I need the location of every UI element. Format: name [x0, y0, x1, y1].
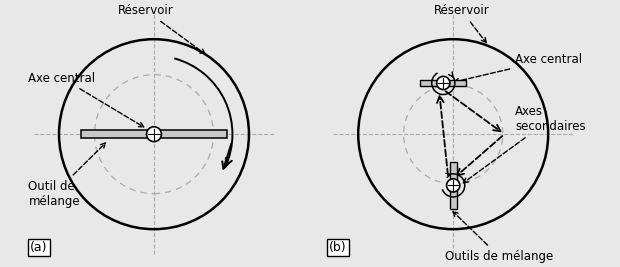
Text: (b): (b): [329, 241, 347, 254]
Circle shape: [446, 179, 460, 192]
Text: Réservoir: Réservoir: [118, 4, 205, 54]
FancyBboxPatch shape: [420, 80, 466, 86]
Circle shape: [146, 127, 161, 142]
FancyBboxPatch shape: [81, 130, 227, 138]
FancyBboxPatch shape: [450, 162, 456, 209]
Text: Outils de mélange: Outils de mélange: [445, 211, 553, 263]
Text: Axe central: Axe central: [454, 53, 582, 83]
Text: (a): (a): [30, 241, 48, 254]
Text: Axes
secondaires: Axes secondaires: [463, 105, 586, 183]
Text: Réservoir: Réservoir: [433, 4, 489, 43]
Circle shape: [436, 76, 450, 90]
Text: Axe central: Axe central: [29, 72, 144, 127]
Text: Outil de
mélange: Outil de mélange: [29, 143, 105, 208]
